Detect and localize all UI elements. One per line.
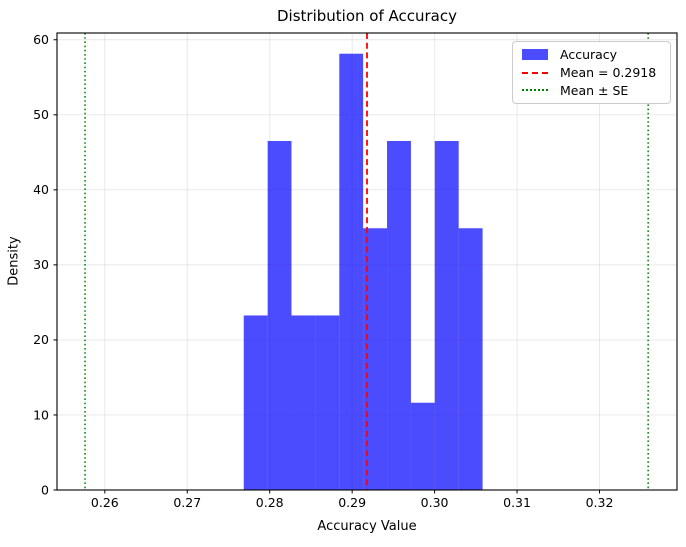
y-tick-label: 60 xyxy=(33,32,49,47)
y-tick-label: 20 xyxy=(33,332,49,347)
histogram-bar xyxy=(434,140,459,490)
legend: Accuracy Mean = 0.2918 Mean ± SE xyxy=(512,41,671,104)
y-tick-label: 40 xyxy=(33,182,49,197)
legend-item-accuracy: Accuracy xyxy=(522,46,661,64)
histogram-bar xyxy=(363,228,388,490)
x-axis-label: Accuracy Value xyxy=(317,519,417,534)
legend-label-accuracy: Accuracy xyxy=(560,47,618,63)
x-tick-label: 0.26 xyxy=(91,495,119,510)
y-tick-label: 10 xyxy=(33,407,49,422)
y-tick-label: 50 xyxy=(33,107,49,122)
y-axis-label: Density xyxy=(6,236,22,286)
accuracy-patch-swatch xyxy=(522,49,548,61)
x-tick-label: 0.28 xyxy=(256,495,284,510)
mean-se-dotted-line-swatch xyxy=(522,89,548,92)
x-tick-label: 0.27 xyxy=(173,495,201,510)
legend-item-mean: Mean = 0.2918 xyxy=(522,64,661,82)
x-tick-label: 0.30 xyxy=(421,495,449,510)
histogram-bar xyxy=(410,402,435,490)
histogram-bar xyxy=(387,140,411,490)
x-tick-label: 0.29 xyxy=(338,495,366,510)
x-tick-label: 0.32 xyxy=(586,495,614,510)
y-axis-ticks: 0 10 20 30 40 50 60 xyxy=(33,32,57,497)
plot-spines xyxy=(56,32,678,491)
x-axis-ticks: 0.26 0.27 0.28 0.29 0.30 0.31 0.32 xyxy=(91,490,614,510)
histogram-bar xyxy=(267,140,292,490)
y-tick-label: 30 xyxy=(33,257,49,272)
histogram-bar xyxy=(458,228,483,490)
legend-item-mean-se: Mean ± SE xyxy=(522,81,661,99)
mean-se-lines xyxy=(84,33,649,490)
histogram-bar xyxy=(291,315,316,490)
legend-label-mean-se: Mean ± SE xyxy=(560,82,629,98)
histogram-bar xyxy=(339,53,364,490)
chart-title: Distribution of Accuracy xyxy=(277,7,457,25)
x-tick-label: 0.31 xyxy=(503,495,531,510)
histogram-bar xyxy=(315,315,340,490)
y-tick-label: 0 xyxy=(41,482,49,497)
legend-label-mean: Mean = 0.2918 xyxy=(560,65,657,80)
mean-dashed-line-swatch xyxy=(522,71,548,74)
histogram-bars xyxy=(243,53,483,490)
histogram-bar xyxy=(243,315,268,490)
